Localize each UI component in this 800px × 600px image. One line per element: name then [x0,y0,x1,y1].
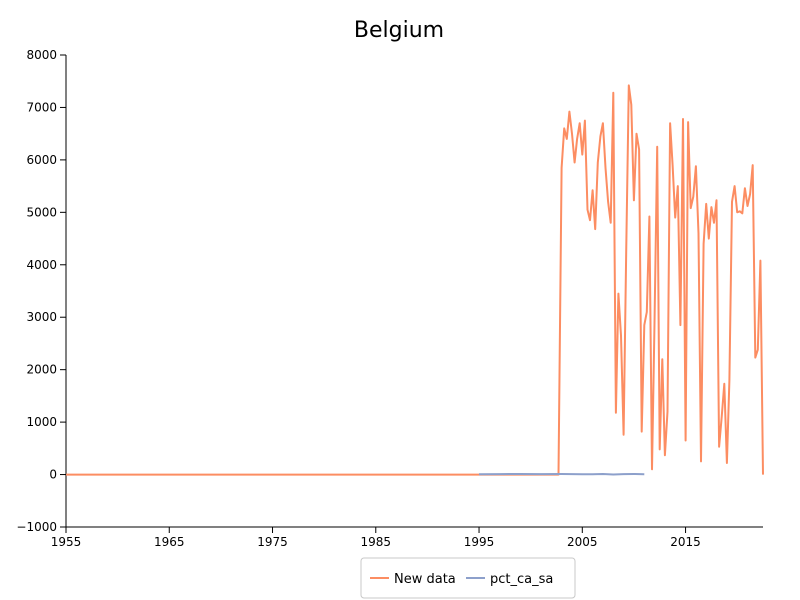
x-tick-label: 2015 [670,535,701,549]
x-tick-label: 1975 [257,535,288,549]
series-layer [66,84,764,476]
y-tick-label: −1000 [16,520,57,534]
legend-label-pct-ca-sa: pct_ca_sa [490,572,553,587]
x-axis: 1955 1965 1975 1985 1995 2005 2015 [51,526,763,549]
y-tick-label: 0 [49,468,57,482]
y-tick-label: 8000 [26,48,57,62]
y-tick-label: 2000 [26,363,57,377]
y-tick-label: 3000 [26,310,57,324]
x-tick-label: 1995 [464,535,495,549]
y-tick-label: 7000 [26,100,57,114]
y-tick-label: 5000 [26,205,57,219]
x-tick-label: 1985 [361,535,392,549]
y-tick-label: 1000 [26,415,57,429]
legend: New data pct_ca_sa [360,557,576,599]
x-tick-label: 1965 [154,535,185,549]
chart-title: Belgium [354,18,444,43]
series-line-pct-ca-sa [478,473,645,476]
series-line-new-data [66,84,764,476]
x-tick-label: 2005 [567,535,598,549]
y-tick-label: 4000 [26,258,57,272]
y-tick-label: 6000 [26,153,57,167]
x-tick-label: 1955 [51,535,82,549]
y-axis: −1000 0 1000 2000 3000 4000 5000 6000 7000 8000 [16,48,67,534]
legend-label-new-data: New data [394,572,456,587]
